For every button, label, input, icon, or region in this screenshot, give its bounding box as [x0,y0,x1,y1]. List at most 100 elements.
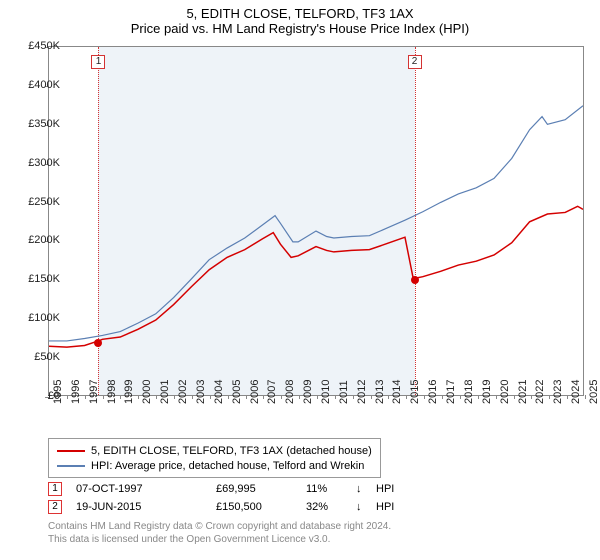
legend-swatch-hpi [57,465,85,467]
x-tick [442,395,443,399]
x-axis-label: 2003 [195,380,207,404]
sale-point-2 [411,276,419,284]
legend-label-price-paid: 5, EDITH CLOSE, TELFORD, TF3 1AX (detach… [91,445,372,457]
x-tick [103,395,104,399]
x-tick [281,395,282,399]
price-paid-line [49,206,583,347]
x-axis-label: 2020 [499,380,511,404]
x-tick [228,395,229,399]
x-axis-label: 2025 [588,380,600,404]
sales-row-1: 1 07-OCT-1997 £69,995 11% ↓ HPI [48,480,406,498]
x-tick [85,395,86,399]
x-axis-label: 2012 [356,380,368,404]
x-axis-label: 2009 [302,380,314,404]
x-axis-label: 2013 [374,380,386,404]
sales-pct-2: 32% [306,501,356,513]
x-tick [585,395,586,399]
legend-label-hpi: HPI: Average price, detached house, Telf… [91,460,364,472]
y-axis-label: £400K [28,79,60,91]
x-tick [156,395,157,399]
x-axis-label: 2015 [409,380,421,404]
x-axis-label: 2018 [463,380,475,404]
sales-vs-1: HPI [376,483,406,495]
x-tick [192,395,193,399]
x-tick [424,395,425,399]
x-axis-label: 2024 [570,380,582,404]
chart-title: 5, EDITH CLOSE, TELFORD, TF3 1AX [0,0,600,21]
legend-item-hpi: HPI: Average price, detached house, Telf… [57,458,372,473]
x-tick [549,395,550,399]
x-axis-label: 2006 [249,380,261,404]
x-tick [246,395,247,399]
x-axis-label: 2021 [517,380,529,404]
footer-line-1: Contains HM Land Registry data © Crown c… [48,520,391,533]
sales-idx-1: 1 [48,482,62,496]
sales-idx-2: 2 [48,500,62,514]
x-axis-label: 2019 [481,380,493,404]
x-tick [460,395,461,399]
y-axis-label: £350K [28,118,60,130]
sales-price-1: £69,995 [216,483,306,495]
x-axis-label: 1995 [52,380,64,404]
x-axis-label: 2023 [552,380,564,404]
x-tick [496,395,497,399]
x-axis-label: 1997 [88,380,100,404]
x-tick [567,395,568,399]
y-axis-label: £200K [28,234,60,246]
sales-pct-1: 11% [306,483,356,495]
x-tick [371,395,372,399]
chart-subtitle: Price paid vs. HM Land Registry's House … [0,21,600,40]
x-tick [353,395,354,399]
hpi-line [49,106,583,341]
footer: Contains HM Land Registry data © Crown c… [48,520,391,546]
x-axis-label: 2022 [534,380,546,404]
x-axis-label: 1999 [123,380,135,404]
x-axis-label: 2002 [177,380,189,404]
x-axis-label: 2017 [445,380,457,404]
sales-vs-2: HPI [376,501,406,513]
y-axis-label: £300K [28,157,60,169]
sales-table: 1 07-OCT-1997 £69,995 11% ↓ HPI 2 19-JUN… [48,480,406,516]
x-axis-label: 2014 [391,380,403,404]
x-axis-label: 2004 [213,380,225,404]
x-axis-label: 2016 [427,380,439,404]
x-tick [210,395,211,399]
y-axis-label: £250K [28,196,60,208]
x-axis-label: 2001 [159,380,171,404]
y-axis-label: £150K [28,273,60,285]
x-axis-label: 2011 [338,380,350,404]
legend-swatch-price-paid [57,450,85,452]
x-axis-label: 1996 [70,380,82,404]
y-axis-label: £50K [34,351,60,363]
x-tick [514,395,515,399]
x-axis-label: 2005 [231,380,243,404]
sales-row-2: 2 19-JUN-2015 £150,500 32% ↓ HPI [48,498,406,516]
sales-date-1: 07-OCT-1997 [76,483,216,495]
chart-container: 5, EDITH CLOSE, TELFORD, TF3 1AX Price p… [0,0,600,560]
x-tick [299,395,300,399]
x-tick [120,395,121,399]
x-tick [335,395,336,399]
x-axis-label: 2007 [266,380,278,404]
x-axis-label: 1998 [106,380,118,404]
legend: 5, EDITH CLOSE, TELFORD, TF3 1AX (detach… [48,438,381,478]
x-tick [406,395,407,399]
plot-area: 1 2 [48,46,584,396]
line-chart-svg [49,47,583,395]
y-axis-label: £450K [28,40,60,52]
x-tick [263,395,264,399]
y-axis-label: £100K [28,312,60,324]
legend-item-price-paid: 5, EDITH CLOSE, TELFORD, TF3 1AX (detach… [57,443,372,458]
x-tick [138,395,139,399]
x-tick [531,395,532,399]
x-tick [478,395,479,399]
footer-line-2: This data is licensed under the Open Gov… [48,533,391,546]
sales-date-2: 19-JUN-2015 [76,501,216,513]
x-axis-label: 2000 [141,380,153,404]
sale-point-1 [94,339,102,347]
x-tick [174,395,175,399]
sales-price-2: £150,500 [216,501,306,513]
x-axis-label: 2008 [284,380,296,404]
x-tick [317,395,318,399]
x-tick [67,395,68,399]
